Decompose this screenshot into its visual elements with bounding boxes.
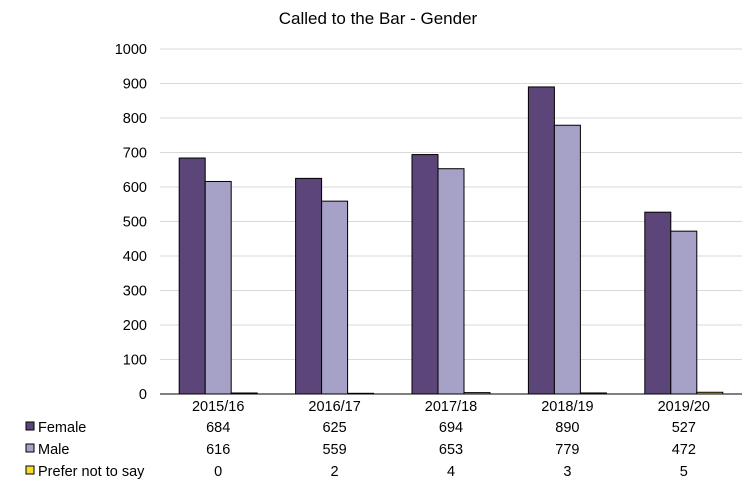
y-tick-label: 200 <box>123 318 147 334</box>
data-table: 2015/16 2016/17 2017/18 2018/19 2019/20 Femal… <box>25 399 710 480</box>
legend-label: Prefer not to say <box>38 464 145 480</box>
data-label: 2 <box>331 464 339 480</box>
legend-label: Female <box>38 420 86 436</box>
data-label: 5 <box>680 464 688 480</box>
bar-female <box>295 177 323 395</box>
bar-female <box>644 211 672 395</box>
data-label: 616 <box>206 442 230 458</box>
legend-swatch <box>25 421 35 431</box>
data-label: 527 <box>672 420 696 436</box>
y-tick-label: 300 <box>123 284 147 300</box>
y-tick-label: 900 <box>123 77 147 93</box>
y-tick-label: 800 <box>123 111 147 127</box>
bar-female <box>411 154 439 395</box>
y-tick-label: 700 <box>123 146 147 162</box>
data-label: 3 <box>563 464 571 480</box>
legend-swatch <box>25 443 35 453</box>
y-tick-label: 500 <box>123 215 147 231</box>
data-label: 625 <box>322 420 346 436</box>
x-tick-label: 2017/18 <box>425 399 477 415</box>
bar-male <box>204 180 232 395</box>
data-label: 779 <box>555 442 579 458</box>
legend-label: Male <box>38 442 69 458</box>
x-tick-label: 2015/16 <box>192 399 244 415</box>
y-tick-label: 100 <box>123 353 147 369</box>
bar-male <box>553 124 581 395</box>
y-tick-label: 600 <box>123 180 147 196</box>
x-tick-label: 2016/17 <box>308 399 360 415</box>
bar-male <box>670 230 698 395</box>
y-tick-label: 1000 <box>115 42 147 58</box>
x-tick-label: 2018/19 <box>541 399 593 415</box>
axes: 0 100 200 300 400 500 600 700 800 900 1000 <box>115 42 742 403</box>
data-label: 0 <box>214 464 222 480</box>
y-tick-label: 0 <box>139 387 147 403</box>
data-label: 890 <box>555 420 579 436</box>
bar-female <box>178 157 206 395</box>
data-label: 684 <box>206 420 230 436</box>
data-label: 694 <box>439 420 463 436</box>
bar-male <box>437 168 465 395</box>
data-label: 559 <box>322 442 346 458</box>
chart-title: Called to the Bar - Gender <box>278 9 478 28</box>
bar-male <box>321 200 349 395</box>
legend-swatch <box>25 465 35 475</box>
bar-female <box>527 86 555 395</box>
data-label: 472 <box>672 442 696 458</box>
x-tick-label: 2019/20 <box>658 399 710 415</box>
data-label: 653 <box>439 442 463 458</box>
data-label: 4 <box>447 464 455 480</box>
bars <box>178 86 724 395</box>
y-tick-label: 400 <box>123 249 147 265</box>
